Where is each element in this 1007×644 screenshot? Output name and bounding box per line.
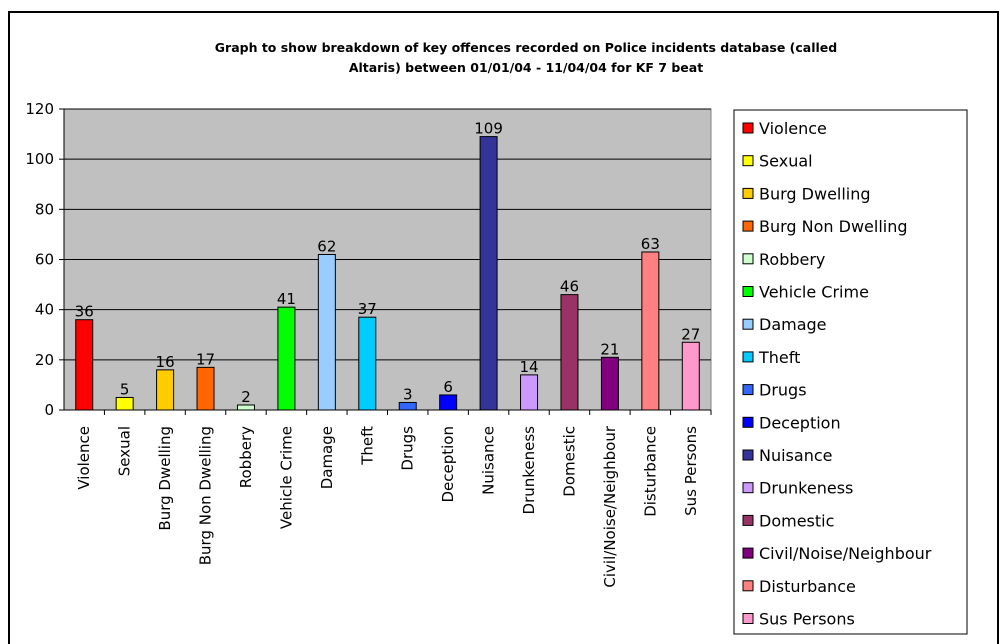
x-tick-label: Sus Persons [682, 426, 700, 516]
x-tick-label: Vehicle Crime [277, 426, 295, 529]
x-tick-label: Theft [358, 426, 376, 466]
bar [75, 319, 94, 411]
legend-swatch [742, 155, 754, 167]
legend-label: Civil/Noise/Neighbour [759, 544, 932, 563]
bar [196, 366, 215, 411]
data-label: 62 [317, 237, 336, 255]
bar [236, 404, 255, 411]
legend [733, 109, 968, 635]
legend-swatch [742, 547, 754, 559]
x-tick-label: Burg Non Dwelling [197, 426, 215, 565]
x-tick-label: Sexual [116, 426, 134, 476]
bar [681, 341, 700, 411]
legend-label: Vehicle Crime [759, 283, 869, 302]
legend-swatch [742, 384, 754, 396]
data-label: 63 [641, 235, 660, 253]
data-label: 37 [358, 300, 377, 318]
x-tick-label: Drunkeness [520, 426, 538, 515]
legend-swatch [742, 482, 754, 494]
legend-swatch [742, 187, 754, 199]
legend-swatch [742, 613, 754, 624]
legend-swatch [742, 220, 754, 232]
y-tick-label: 80 [35, 200, 54, 218]
y-tick-label: 40 [35, 301, 54, 319]
data-label: 36 [75, 303, 94, 321]
bar [520, 374, 539, 411]
legend-swatch [742, 449, 754, 461]
data-label: 5 [120, 380, 130, 398]
legend-swatch [742, 253, 754, 265]
bar [600, 356, 619, 411]
legend-label: Drugs [759, 381, 807, 400]
bar [277, 306, 296, 411]
x-tick-label: Drugs [399, 426, 417, 471]
x-tick-label: Robbery [237, 426, 255, 488]
bar [358, 316, 377, 411]
x-tick-label: Nuisance [480, 426, 498, 495]
legend-label: Drunkeness [759, 479, 853, 498]
y-tick-label: 20 [35, 351, 54, 369]
legend-label: Disturbance [759, 577, 856, 596]
x-tick-label: Disturbance [641, 426, 659, 517]
bar [398, 401, 417, 411]
data-label: 6 [443, 378, 453, 396]
bar [560, 294, 579, 411]
data-label: 109 [474, 120, 503, 138]
chart-title-line-2: Altaris) between 01/01/04 - 11/04/04 for… [349, 60, 703, 75]
data-label: 2 [241, 388, 251, 406]
legend-label: Sus Persons [759, 610, 855, 629]
legend-label: Sexual [759, 152, 813, 171]
bar [156, 369, 175, 411]
x-tick-label: Damage [318, 426, 336, 489]
legend-label: Theft [758, 348, 800, 367]
data-label: 27 [681, 325, 700, 343]
y-tick-label: 0 [44, 401, 54, 419]
legend-label: Burg Dwelling [759, 184, 871, 203]
legend-swatch [742, 351, 754, 363]
x-tick-label: Burg Dwelling [156, 426, 174, 531]
legend-label: Damage [759, 315, 827, 334]
bar [641, 251, 660, 411]
legend-label: Domestic [759, 511, 834, 530]
legend-label: Violence [759, 119, 827, 138]
x-tick-label: Violence [75, 426, 93, 490]
bar [479, 136, 498, 411]
x-tick-label: Civil/Noise/Neighbour [601, 425, 619, 587]
data-label: 14 [519, 358, 538, 376]
data-label: 3 [403, 385, 413, 403]
data-label: 21 [600, 340, 619, 358]
data-label: 16 [156, 353, 175, 371]
x-tick-label: Domestic [560, 426, 578, 497]
data-label: 41 [277, 290, 296, 308]
legend-swatch [742, 514, 754, 526]
y-tick-label: 120 [25, 100, 54, 118]
legend-swatch [742, 286, 754, 297]
legend-label: Robbery [759, 250, 825, 269]
x-tick-label: Deception [439, 426, 457, 503]
legend-swatch [742, 122, 754, 134]
bar [115, 396, 134, 411]
legend-label: Nuisance [759, 446, 832, 465]
legend-swatch [742, 416, 754, 428]
chart-title-line-1: Graph to show breakdown of key offences … [215, 40, 837, 55]
legend-swatch [742, 318, 754, 330]
legend-label: Burg Non Dwelling [759, 217, 908, 236]
legend-label: Deception [759, 413, 841, 432]
bar [439, 394, 458, 411]
data-label: 17 [196, 350, 215, 368]
legend-swatch [742, 580, 754, 592]
bar [317, 253, 336, 411]
y-tick-label: 60 [35, 251, 54, 269]
data-label: 46 [560, 278, 579, 296]
y-tick-label: 100 [25, 150, 54, 168]
